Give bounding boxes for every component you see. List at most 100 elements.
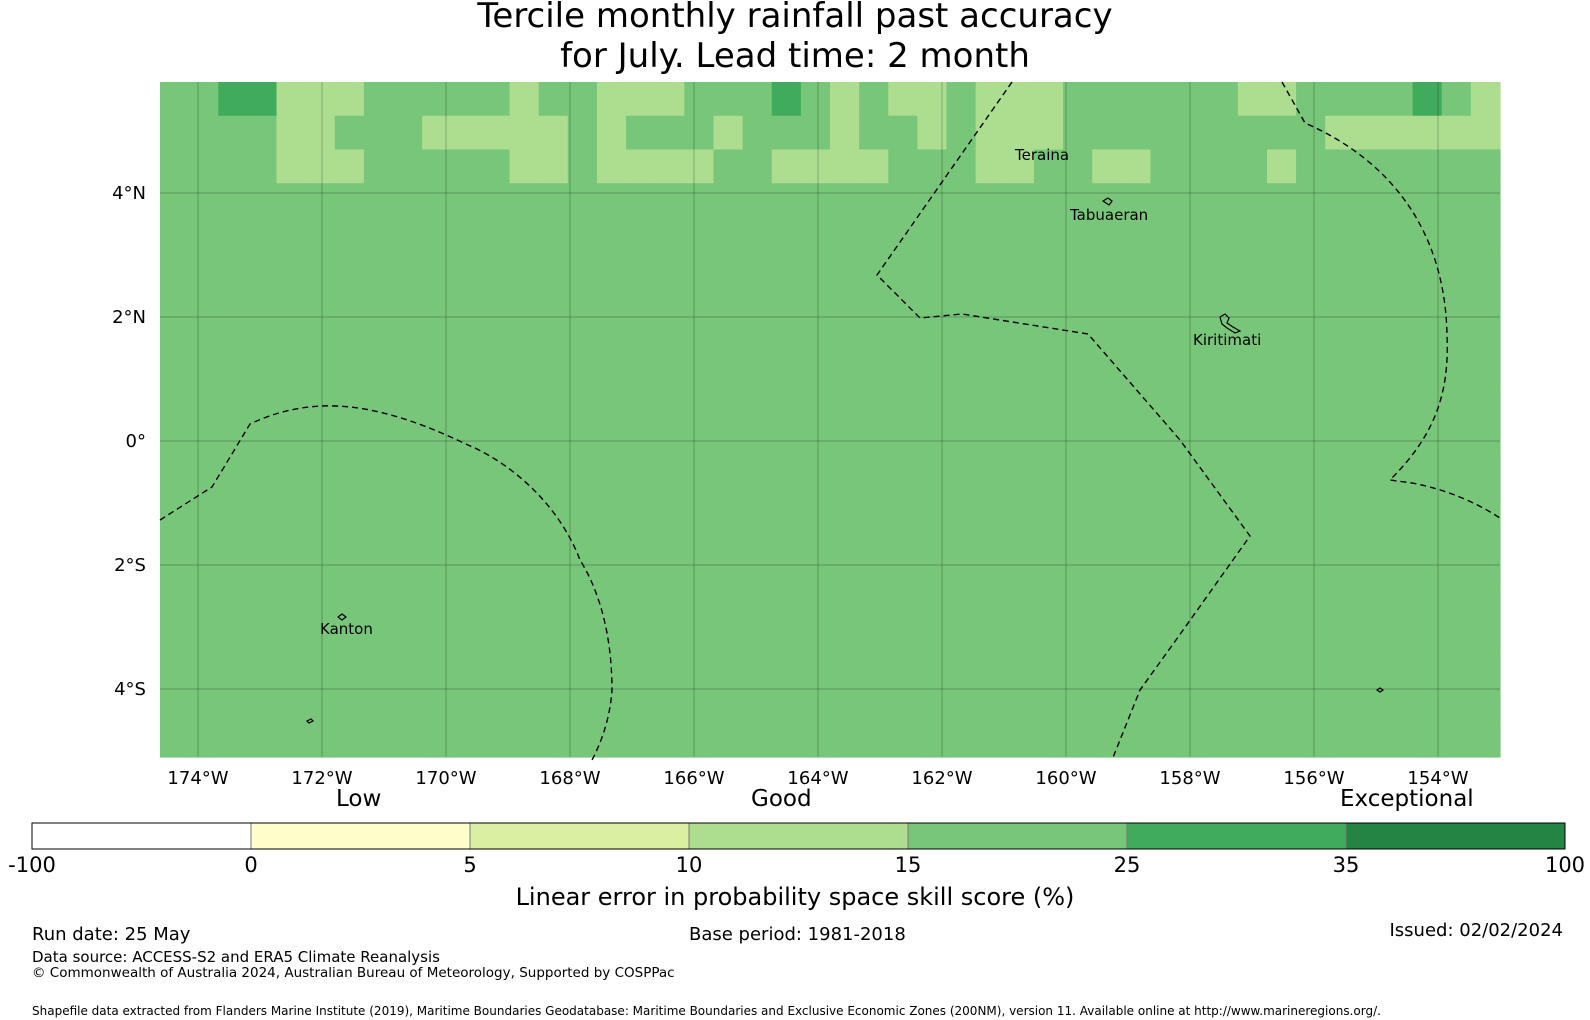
skill-cell xyxy=(771,723,802,758)
skill-cell xyxy=(1325,284,1355,319)
skill-cell xyxy=(684,284,715,319)
skill-cell xyxy=(655,453,685,488)
skill-cell xyxy=(480,622,511,657)
skill-cell xyxy=(1354,723,1385,758)
skill-cell xyxy=(189,554,219,589)
skill-cell xyxy=(189,385,219,421)
skill-cell xyxy=(247,689,278,724)
skill-cell xyxy=(393,115,423,151)
skill-cell xyxy=(830,318,860,353)
skill-cell xyxy=(451,588,482,623)
skill-cell xyxy=(888,453,918,488)
skill-cell xyxy=(596,723,627,758)
skill-cell xyxy=(1296,183,1326,218)
skill-cell xyxy=(684,588,715,623)
label-kanton: Kanton xyxy=(320,620,373,638)
skill-cell xyxy=(1325,250,1355,286)
skill-cell xyxy=(771,149,802,184)
skill-cell xyxy=(1237,554,1268,589)
shapefile-credit: Shapefile data extracted from Flanders M… xyxy=(32,1004,1381,1018)
skill-cell xyxy=(1208,385,1239,421)
skill-cell xyxy=(1266,723,1297,758)
skill-cell xyxy=(363,284,394,319)
skill-cell xyxy=(742,487,773,522)
skill-cell xyxy=(509,149,540,184)
skill-cell xyxy=(1354,352,1385,387)
skill-cell xyxy=(830,352,860,387)
skill-cell xyxy=(1092,115,1122,151)
skill-cell xyxy=(1150,318,1181,353)
skill-cell xyxy=(276,318,307,353)
skill-cell xyxy=(596,352,627,387)
skill-cell xyxy=(1237,318,1268,353)
skill-cell xyxy=(1004,250,1035,286)
skill-cell xyxy=(334,284,365,319)
skill-cell xyxy=(334,82,365,117)
skill-cell xyxy=(800,217,831,252)
skill-cell xyxy=(393,453,423,488)
skill-cell xyxy=(1325,588,1355,623)
skill-cell xyxy=(218,82,248,117)
skill-cell xyxy=(1237,149,1268,184)
skill-cell xyxy=(247,352,278,387)
skill-cell xyxy=(917,352,948,387)
skill-cell xyxy=(393,318,423,353)
colorbar-tick: 10 xyxy=(675,853,703,877)
skill-cell xyxy=(684,385,715,421)
skill-cell xyxy=(567,723,598,758)
skill-cell xyxy=(422,352,452,387)
skill-cell xyxy=(1325,217,1355,252)
skill-cell xyxy=(393,419,423,454)
skill-cell xyxy=(1208,149,1239,184)
skill-cell xyxy=(1063,149,1093,184)
skill-cell xyxy=(480,318,511,353)
skill-cell xyxy=(1208,655,1239,691)
skill-cell xyxy=(1383,352,1414,387)
skill-cell xyxy=(917,419,948,454)
skill-cell xyxy=(917,183,948,218)
skill-cell xyxy=(480,352,511,387)
skill-cell xyxy=(917,723,948,758)
skill-cell xyxy=(247,554,278,589)
skill-cell xyxy=(1121,689,1152,724)
skill-cell xyxy=(1237,250,1268,286)
skill-cell xyxy=(859,385,889,421)
colorbar-segment xyxy=(31,822,252,850)
skill-cell xyxy=(888,115,918,151)
skill-cell xyxy=(451,385,482,421)
colorbar-tick: 35 xyxy=(1332,853,1360,877)
colorbar-tick: 25 xyxy=(1113,853,1141,877)
skill-cell xyxy=(393,689,423,724)
skill-cell xyxy=(1179,689,1210,724)
skill-cell xyxy=(1004,318,1035,353)
skill-cell xyxy=(596,554,627,589)
skill-cell xyxy=(189,419,219,454)
skill-cell xyxy=(1150,82,1181,117)
skill-cell xyxy=(742,453,773,488)
skill-cell xyxy=(917,520,948,556)
skill-cell xyxy=(160,487,190,522)
skill-cell xyxy=(160,284,190,319)
skill-cell xyxy=(1208,183,1239,218)
skill-cell xyxy=(742,588,773,623)
skill-cell xyxy=(538,115,569,151)
category-exceptional: Exceptional xyxy=(1340,786,1474,812)
skill-cell xyxy=(830,250,860,286)
skill-cell xyxy=(800,588,831,623)
skill-cell xyxy=(1237,655,1268,691)
skill-cell xyxy=(1237,487,1268,522)
skill-cell xyxy=(917,588,948,623)
skill-cell xyxy=(859,82,889,117)
skill-cell xyxy=(771,622,802,657)
skill-cell xyxy=(975,419,1006,454)
skill-cell xyxy=(800,318,831,353)
skill-cell xyxy=(1004,588,1035,623)
skill-cell xyxy=(1179,554,1210,589)
skill-cell xyxy=(1412,487,1443,522)
skill-cell xyxy=(596,149,627,184)
skill-cell xyxy=(480,655,511,691)
lon-label: 156°W xyxy=(1283,768,1345,789)
skill-cell xyxy=(626,250,656,286)
colorbar-segment xyxy=(1345,822,1566,850)
skill-cell xyxy=(509,352,540,387)
